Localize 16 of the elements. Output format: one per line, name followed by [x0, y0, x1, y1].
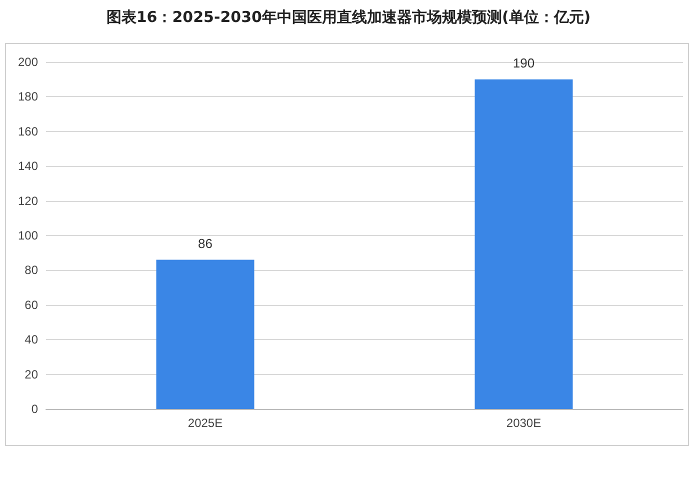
y-tick-label: 40: [24, 332, 38, 347]
y-tick-label: 60: [24, 298, 38, 312]
y-tick-label: 180: [18, 90, 38, 104]
data-label: 190: [512, 55, 535, 70]
y-tick-label: 120: [18, 194, 38, 208]
y-tick-label: 0: [31, 402, 38, 416]
y-tick-label: 200: [18, 55, 38, 69]
y-tick-label: 80: [24, 263, 38, 278]
y-tick-label: 100: [18, 228, 38, 242]
y-tick-label: 160: [18, 124, 38, 138]
x-tick-label: 2025E: [188, 416, 223, 430]
chart-title: 图表16：2025-2030年中国医用直线加速器市场规模预测(单位：亿元): [105, 8, 592, 27]
x-tick-label: 2030E: [506, 416, 542, 430]
y-tick-label: 140: [18, 159, 38, 174]
data-label: 86: [198, 236, 212, 251]
y-tick-label: 20: [24, 367, 38, 382]
